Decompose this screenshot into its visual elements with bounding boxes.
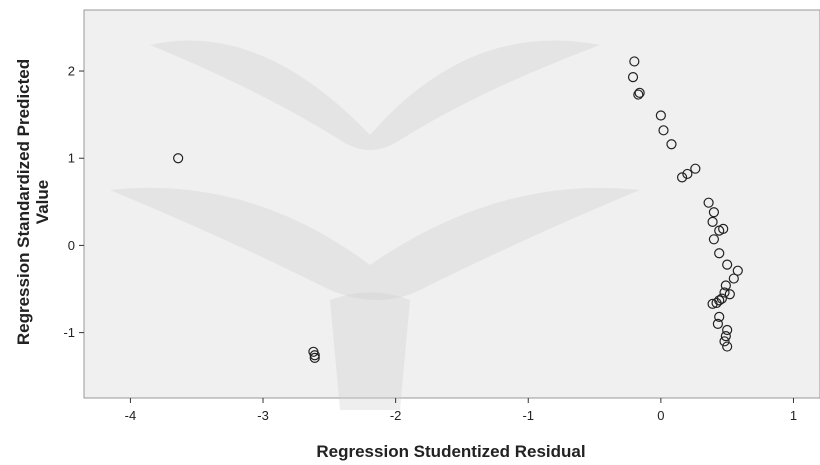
data-point [711, 297, 722, 309]
data-point [309, 350, 320, 361]
x-tick-label: 1 [790, 408, 797, 423]
data-point [309, 352, 320, 363]
data-point [722, 341, 733, 352]
y-tick-label: -1 [63, 325, 75, 340]
data-point [722, 324, 733, 336]
x-tick-label: 0 [657, 408, 664, 423]
y-axis-label-line-2: Value [33, 180, 52, 224]
data-point [707, 216, 718, 227]
data-point [720, 330, 731, 342]
data-point [690, 163, 701, 174]
data-point [718, 223, 729, 234]
data-point [633, 89, 644, 100]
x-tick-label: -3 [257, 408, 269, 423]
data-point [719, 287, 730, 298]
data-point [712, 318, 723, 329]
data-point [634, 87, 645, 98]
data-point [627, 72, 639, 83]
watermark-emblem [110, 40, 640, 410]
data-point [720, 280, 731, 291]
data-point [714, 311, 725, 323]
data-point [719, 336, 730, 347]
data-point [682, 168, 693, 180]
data-point [173, 153, 184, 164]
data-point [708, 234, 720, 245]
y-axis-ticks: -1 0 1 2 [63, 64, 84, 340]
y-tick-label: 1 [68, 151, 75, 166]
y-axis-label-line-1: Regression Standardized Predicted [14, 59, 33, 345]
x-axis-label: Regression Studentized Residual [316, 442, 585, 461]
data-point [732, 265, 743, 276]
data-point [666, 139, 677, 150]
data-point [703, 197, 714, 208]
data-point [655, 110, 666, 121]
x-tick-label: -2 [390, 408, 402, 423]
x-axis-ticks: -4 -3 -2 -1 0 1 [125, 398, 797, 423]
data-point [676, 172, 688, 183]
x-tick-label: -4 [125, 408, 137, 423]
y-tick-label: 0 [68, 238, 75, 253]
data-point [724, 289, 735, 300]
data-point [708, 207, 720, 218]
y-tick-label: 2 [68, 64, 75, 79]
data-point [728, 273, 739, 284]
data-point [629, 56, 640, 67]
data-point [722, 259, 733, 270]
data-point [714, 248, 725, 259]
data-point [658, 125, 669, 136]
data-point [707, 298, 718, 309]
x-tick-label: -1 [522, 408, 534, 423]
plot-area [83, 9, 820, 399]
data-points [173, 56, 743, 363]
